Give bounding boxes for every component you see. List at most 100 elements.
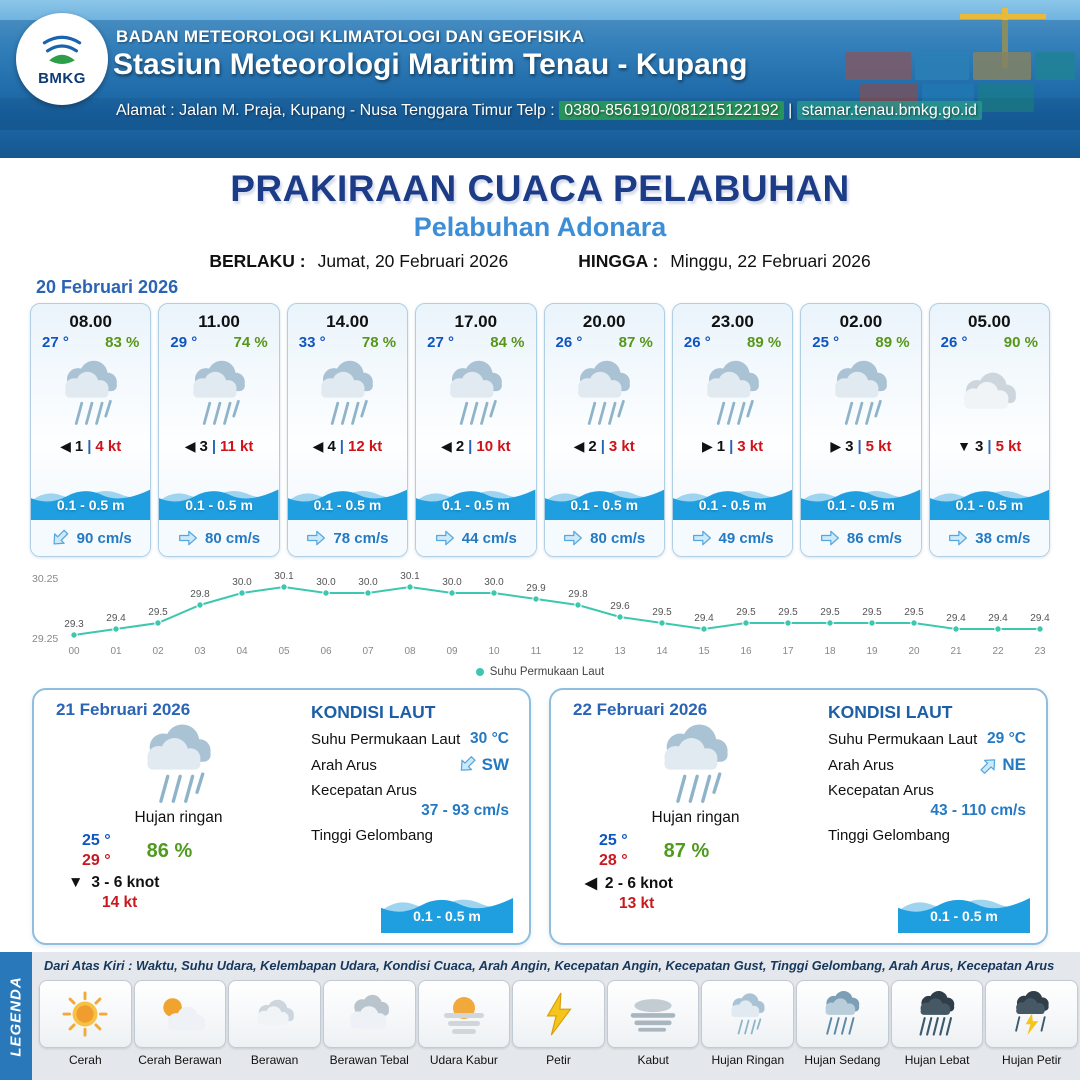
svg-text:30.0: 30.0 (232, 577, 252, 588)
wave-height: 0.1 - 0.5 m (185, 497, 253, 513)
svg-text:29.5: 29.5 (904, 607, 924, 618)
forecast-time: 20.00 (582, 312, 626, 331)
org-name: BADAN METEOROLOGI KLIMATOLOGI DAN GEOFIS… (116, 27, 585, 46)
legend-item: Udara Kabur (417, 980, 511, 1067)
address-line: Alamat : Jalan M. Praja, Kupang - Nusa T… (116, 101, 982, 120)
wind-direction-icon: ▼ (68, 874, 84, 891)
legend-item-label: Cerah (68, 1053, 102, 1067)
temp-max: 29 ° (82, 852, 111, 869)
sst-chart-container: 30.25 29.25 29.3 00 29.4 01 29.5 02 29.8 03 30.0 04… (28, 556, 1052, 660)
separator: | (729, 437, 734, 455)
wind-direction-icon: ◀ (573, 437, 585, 454)
weather-condition: Hujan ringan (134, 809, 223, 826)
hingga-value: Minggu, 22 Februari 2026 (670, 251, 871, 271)
forecast-card: 23.00 26 ° 89 % ▶ 1 | 3 kt 0.1 - 0.5 m 49 cm… (671, 303, 794, 557)
wave-graphic (544, 489, 664, 520)
svg-text:30.0: 30.0 (442, 577, 462, 588)
svg-text:29.25: 29.25 (32, 633, 58, 645)
svg-text:07: 07 (362, 646, 374, 657)
separator: | (857, 437, 862, 455)
wind-range: 3 - 6 knot (91, 874, 160, 891)
svg-text:15: 15 (698, 646, 710, 657)
wind-speed: 12 kt (348, 437, 383, 455)
current-speed: 80 cm/s (205, 529, 261, 547)
light-rain-icon (54, 357, 128, 429)
wind-gust: 2 (588, 437, 597, 455)
light-rain-icon (132, 720, 226, 808)
bmkg-logo-label: BMKG (38, 70, 86, 87)
wave-graphic (31, 489, 151, 520)
svg-text:19: 19 (866, 646, 878, 657)
legend-item-label: Petir (546, 1053, 571, 1067)
svg-text:23: 23 (1034, 646, 1046, 657)
wind-gust: 3 (975, 437, 984, 455)
wind-speed: 5 kt (995, 437, 1022, 455)
forecast-card: 20.00 26 ° 87 % ◀ 2 | 3 kt 0.1 - 0.5 m 80 cm… (543, 303, 665, 557)
sun-cloud-icon (154, 991, 206, 1037)
sst-value: 30 °C (470, 730, 509, 747)
legend-item: Petir (512, 980, 605, 1067)
forecast-time: 02.00 (839, 312, 883, 331)
legend-item-label: Hujan Petir (1002, 1053, 1062, 1067)
current-direction-label: Arah Arus (828, 756, 894, 774)
summary-date: 22 Februari 2026 (573, 700, 708, 719)
wind-direction-icon: ◀ (184, 437, 196, 454)
wave-graphic (159, 489, 279, 520)
forecast-time: 14.00 (326, 312, 369, 331)
humidity: 86 % (146, 839, 193, 862)
humidity: 90 % (1003, 334, 1038, 351)
legend-item: Cerah (39, 980, 132, 1067)
legend-item: Kabut (606, 980, 700, 1067)
svg-text:29.5: 29.5 (820, 607, 840, 618)
wave-height: 0.1 - 0.5 m (313, 497, 382, 513)
wave-graphic (672, 489, 793, 520)
forecast-time: 17.00 (454, 312, 498, 331)
humidity: 83 % (105, 334, 140, 351)
wind-direction-icon: ▶ (701, 437, 713, 454)
cloud-icon (249, 991, 301, 1037)
container-graphic (915, 52, 969, 80)
current-direction-icon (948, 528, 968, 548)
bmkg-logo: BMKG (16, 13, 108, 105)
light-rain-icon (439, 357, 513, 429)
light-rain-icon (696, 357, 770, 429)
light-rain-icon (722, 991, 774, 1037)
address-text: Alamat : Jalan M. Praja, Kupang - Nusa T… (116, 102, 560, 119)
lightning-icon (533, 991, 585, 1037)
light-rain-icon (567, 357, 641, 429)
wind-speed: 11 kt (220, 437, 254, 455)
wind-gust-speed: 13 kt (619, 895, 655, 912)
svg-text:29.8: 29.8 (568, 589, 588, 600)
air-temp: 29 ° (170, 334, 198, 351)
legend-item: Hujan Ringan (701, 980, 795, 1067)
light-rain-icon (310, 357, 384, 429)
humidity: 87 % (618, 334, 653, 351)
header-banner: BMKG BADAN METEOROLOGI KLIMATOLOGI DAN G… (0, 0, 1080, 158)
legend-item-label: Hujan Ringan (711, 1053, 785, 1067)
temp-max: 28 ° (599, 852, 628, 869)
humidity: 87 % (663, 839, 710, 862)
svg-text:30.25: 30.25 (32, 573, 58, 585)
wave-graphic (416, 489, 536, 520)
wind-speed: 3 kt (608, 437, 635, 455)
svg-text:30.0: 30.0 (484, 577, 504, 588)
separator: | (211, 437, 217, 455)
weather-condition: Hujan ringan (651, 809, 740, 826)
summary-card-day2: 21 Februari 2026 Hujan ringan 25 ° 29 ° … (32, 688, 531, 945)
svg-text:29.5: 29.5 (148, 607, 168, 618)
summary-date: 21 Februari 2026 (56, 700, 191, 719)
forecast-cards-row: 08.00 27 ° 83 % ◀ 1 | 4 kt 0.1 - 0.5 m 90 cm… (30, 303, 1050, 557)
station-name: Stasiun Meteorologi Maritim Tenau - Kupa… (113, 48, 748, 81)
forecast-time: 08.00 (69, 312, 112, 331)
air-temp: 33 ° (298, 334, 326, 351)
website: stamar.tenau.bmkg.go.id (796, 101, 982, 120)
wave-graphic (801, 489, 921, 520)
wave-height: 0.1 - 0.5 m (56, 497, 125, 513)
daily-summary-row: 21 Februari 2026 Hujan ringan 25 ° 29 ° … (32, 688, 1048, 945)
header-overlay (0, 20, 1080, 98)
sst-value: 29 °C (987, 730, 1026, 747)
wave-height: 0.1 - 0.5 m (955, 497, 1024, 513)
separator: | (600, 437, 605, 455)
wind-direction-icon: ◀ (441, 437, 452, 454)
current-speed: 44 cm/s (461, 529, 517, 547)
